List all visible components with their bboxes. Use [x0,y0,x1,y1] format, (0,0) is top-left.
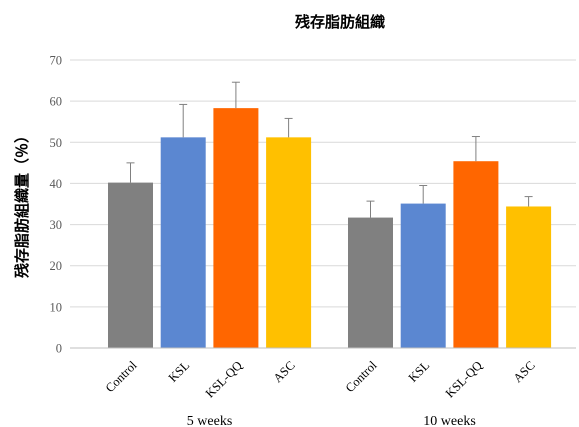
y-tick-label: 70 [50,54,63,68]
bar [506,206,552,348]
group-label: 10 weeks [423,414,476,427]
error-bars [126,81,533,218]
y-tick-label: 40 [50,177,63,191]
gridlines [70,59,576,308]
bar [160,137,206,348]
category-labels: Control KSL KSL-QQ ASC Control KSL KSL-QQ ASC [103,358,538,401]
y-tick-label: 30 [50,218,63,232]
y-tick-label: 60 [50,95,63,109]
y-tick-label: 20 [50,259,63,273]
y-tick-labels: 0 10 20 30 40 50 60 70 [50,54,63,356]
category-label: ASC [271,358,298,385]
bars [108,108,552,348]
bar [348,217,393,348]
category-label: KSL [406,358,433,385]
y-tick-label: 10 [50,300,63,314]
group-label: 5 weeks [187,414,233,427]
group-labels: 5 weeks 10 weeks [187,414,476,427]
bar [400,203,446,348]
bar [108,182,153,348]
y-tick-label: 0 [56,342,62,356]
y-tick-label: 50 [50,136,63,150]
category-label: Control [103,358,140,395]
category-label: KSL [166,358,193,385]
chart-title: 残存脂肪組織 [295,13,385,31]
bar [453,161,499,348]
bar [213,108,259,348]
category-label: KSL-QQ [203,358,245,400]
y-axis-label: 残存脂肪組織量（％） [13,128,31,278]
category-label: ASC [511,358,538,385]
category-label: KSL-QQ [443,358,485,400]
category-label: Control [343,358,380,395]
bar [266,137,312,348]
